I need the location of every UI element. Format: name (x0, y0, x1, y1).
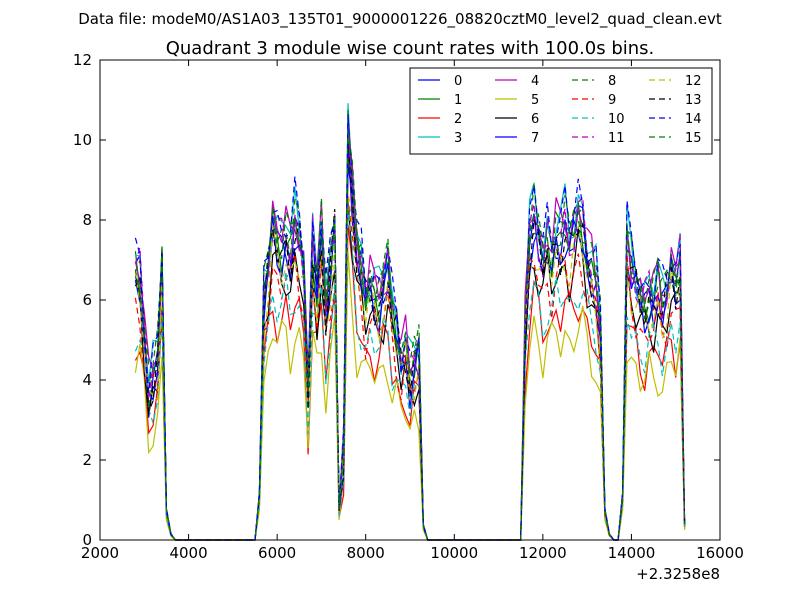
legend-label-10: 10 (608, 112, 625, 127)
x-axis: 2000 4000 6000 8000 10000 12000 14000 16000 (81, 60, 744, 562)
x-tick-label: 2000 (81, 544, 119, 562)
legend-label-7: 7 (531, 131, 539, 146)
y-tick-label: 4 (82, 371, 92, 389)
legend-label-1: 1 (454, 93, 462, 108)
y-tick-label: 6 (82, 291, 92, 309)
legend-label-9: 9 (608, 93, 616, 108)
legend-label-4: 4 (531, 74, 539, 89)
legend-frame (409, 67, 713, 155)
x-tick-label: 4000 (169, 544, 207, 562)
legend-label-11: 11 (608, 131, 625, 146)
series-line-13 (134, 141, 686, 541)
legend-label-2: 2 (454, 112, 462, 127)
series-line-12 (134, 190, 686, 541)
series-line-15 (134, 131, 686, 541)
y-tick-label: 12 (73, 51, 92, 69)
x-tick-label: 14000 (608, 544, 656, 562)
legend-label-13: 13 (685, 93, 702, 108)
legend-label-15: 15 (685, 131, 702, 146)
legend-label-6: 6 (531, 112, 539, 127)
x-tick-label: 6000 (258, 544, 296, 562)
x-tick-label: 12000 (519, 544, 567, 562)
y-tick-label: 10 (73, 131, 92, 149)
legend-label-5: 5 (531, 93, 539, 108)
legend-label-8: 8 (608, 74, 616, 89)
series-line-14 (134, 114, 686, 541)
plot-lines (134, 103, 686, 541)
legend-label-0: 0 (454, 74, 462, 89)
legend-label-12: 12 (685, 74, 702, 89)
y-tick-label: 8 (82, 211, 92, 229)
series-line-10 (134, 206, 686, 541)
legend-label-14: 14 (685, 112, 702, 127)
figure-suptitle: Data file: modeM0/AS1A03_135T01_90000012… (78, 10, 722, 29)
x-offset-label: +2.3258e8 (636, 565, 720, 583)
x-tick-label: 8000 (347, 544, 385, 562)
y-tick-label: 0 (82, 531, 92, 549)
x-tick-label: 16000 (696, 544, 744, 562)
legend-label-3: 3 (454, 131, 462, 146)
y-tick-label: 2 (82, 451, 92, 469)
chart-title: Quadrant 3 module wise count rates with … (166, 38, 655, 59)
x-tick-label: 10000 (430, 544, 478, 562)
